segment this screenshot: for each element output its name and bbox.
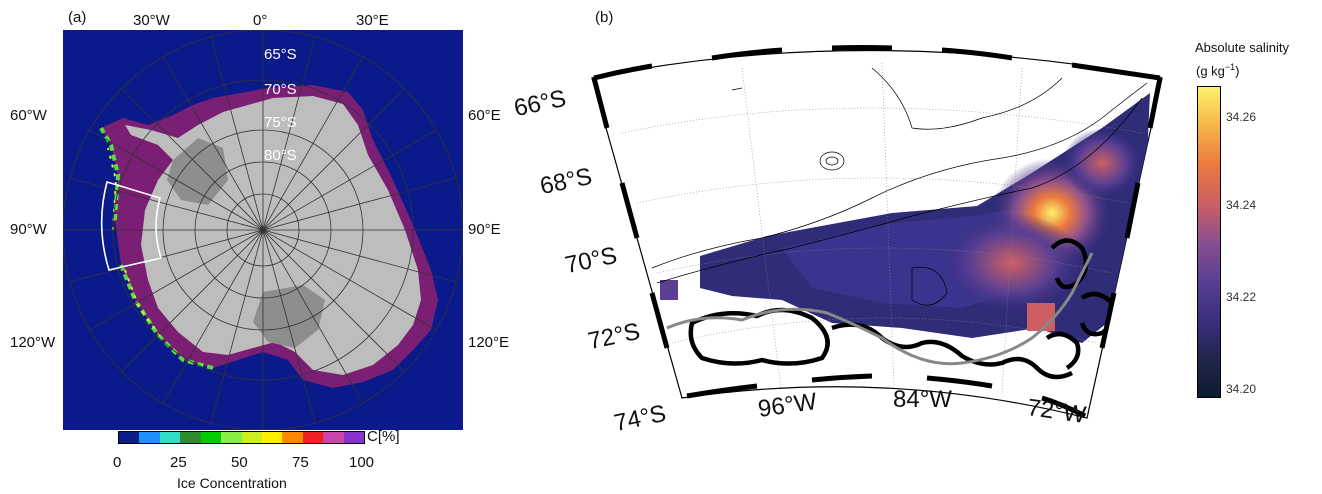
lat-label-66s: 66°S — [511, 84, 569, 123]
cb-a-tick-25: 25 — [170, 454, 187, 471]
ice-colorbar-segment-4 — [200, 432, 222, 443]
lon-label-120e: 120°E — [468, 334, 510, 351]
ice-colorbar-segment-5 — [221, 432, 242, 443]
antarctic-sea-ice-map — [63, 30, 463, 430]
lon-label-60w: 60°W — [10, 107, 47, 124]
lon-label-90w: 90°W — [10, 221, 47, 238]
lon-label-60e: 60°E — [468, 107, 501, 124]
gray-front-line — [666, 252, 1094, 366]
salinity-colorbar-title: Absolute salinity — [1195, 40, 1289, 55]
ice-colorbar-segment-11 — [343, 432, 365, 443]
salinity-tick-34-26: 34.26 — [1226, 110, 1257, 124]
ice-colorbar-segment-0 — [119, 432, 140, 443]
cb-a-tick-50: 50 — [231, 454, 248, 471]
salinity-tick-34-22: 34.22 — [1226, 290, 1257, 304]
ice-concentration-colorbar — [118, 431, 365, 444]
ice-concentration-unit: C[%] — [367, 428, 400, 445]
cb-a-tick-100: 100 — [349, 454, 375, 471]
salinity-colorbar — [1197, 86, 1221, 398]
bathymetry-contours — [651, 67, 1148, 306]
salinity-unit-exponent: −1 — [1224, 62, 1236, 72]
lat-label-70s: 70°S — [264, 81, 297, 98]
ice-colorbar-segment-10 — [323, 432, 344, 443]
cb-a-tick-0: 0 — [113, 454, 122, 471]
lon-label-0: 0° — [253, 12, 268, 29]
salinity-unit-base: (g kg — [1196, 63, 1225, 79]
salinity-tick-34-20: 34.20 — [1226, 382, 1257, 396]
salinity-colorbar-unit: (g kg−1) — [1196, 62, 1240, 78]
lat-label-80s: 80°S — [264, 147, 297, 164]
cb-a-tick-75: 75 — [292, 454, 309, 471]
frame-ticks — [591, 45, 1163, 419]
salinity-field — [660, 93, 1150, 343]
lon-label-30e: 30°E — [356, 12, 389, 29]
ice-colorbar-segment-6 — [241, 432, 262, 443]
ice-colorbar-segment-2 — [159, 432, 181, 443]
lon-label-90e: 90°E — [468, 221, 501, 238]
ice-colorbar-segment-1 — [139, 432, 160, 443]
ice-colorbar-segment-7 — [261, 432, 283, 443]
map-graticule — [63, 30, 463, 430]
study-region-outline — [100, 180, 163, 271]
ice-colorbar-segment-9 — [302, 432, 324, 443]
sea-ice-yellow-edge — [107, 147, 162, 339]
ice-colorbar-segment-3 — [180, 432, 201, 443]
map-graticule-b — [621, 62, 1143, 399]
lon-label-120w: 120°W — [10, 334, 56, 351]
panel-b-label: (b) — [595, 9, 614, 26]
salinity-map — [591, 45, 1163, 419]
ice-shelf-ross — [253, 285, 325, 348]
ice-concentration-title: Ice Concentration — [177, 475, 287, 491]
lat-label-75s: 75°S — [264, 114, 297, 131]
panel-a-label: (a) — [68, 9, 87, 26]
salinity-unit-end: ) — [1235, 63, 1240, 79]
salinity-tick-34-24: 34.24 — [1226, 198, 1257, 212]
ice-shelf-weddell — [167, 138, 228, 205]
lat-label-65s: 65°S — [264, 46, 297, 63]
lon-label-30w: 30°W — [133, 12, 170, 29]
ice-colorbar-segment-8 — [282, 432, 303, 443]
lon-label-84w: 84°W — [893, 386, 952, 413]
